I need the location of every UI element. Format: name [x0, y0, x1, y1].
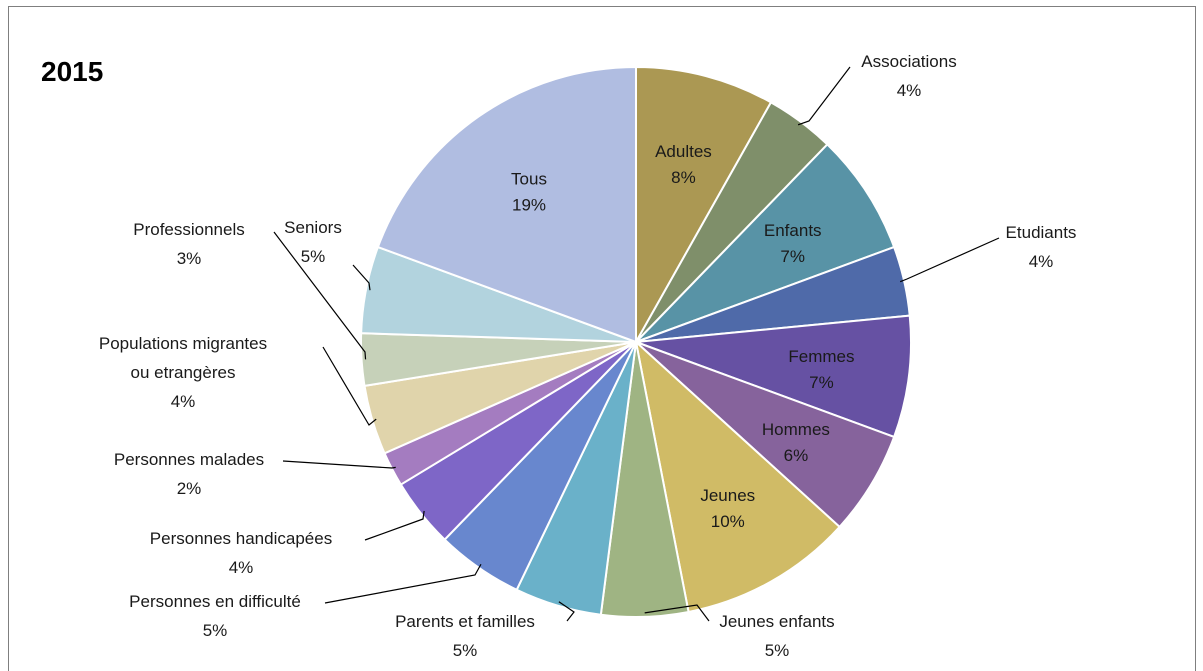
chart-frame: 2015 Adultes 8% Associations 4% Enfants 7% Etu… — [8, 6, 1196, 671]
label-jeunes: Jeunes 10% — [700, 486, 755, 531]
slice-femmes — [635, 314, 912, 439]
label-professionnels: Professionnels 3% — [133, 220, 245, 268]
leader-associations — [797, 66, 851, 126]
label-adultes: Adultes 8% — [655, 142, 712, 187]
slice-labels: Adultes 8% Associations 4% Enfants 7% Etudiant… — [99, 52, 1077, 660]
label-tous: Tous 19% — [511, 170, 547, 215]
pie-chart: 2015 Adultes 8% Associations 4% Enfants 7% Etu… — [41, 52, 1077, 660]
label-populations-migrantes-ou-etrangeres: Populations migrantes ou etrangères 4% — [99, 334, 267, 411]
chart-title: 2015 — [41, 56, 103, 87]
leader-professionnels — [273, 231, 367, 360]
label-seniors: Seniors 5% — [284, 218, 342, 266]
label-personnes-en-difficulte: Personnes en difficulté 5% — [129, 592, 301, 640]
label-enfants: Enfants 7% — [764, 221, 822, 266]
label-hommes: Hommes 6% — [762, 420, 830, 465]
label-associations: Associations 4% — [861, 52, 956, 100]
leader-etudiants — [899, 237, 1000, 283]
label-jeunes-enfants: Jeunes enfants 5% — [719, 612, 834, 660]
leader-populations-migrantes-ou-etrangeres — [322, 346, 377, 426]
slice-adultes — [635, 65, 773, 346]
leader-personnes-handicapees — [364, 510, 425, 541]
slice-tous — [376, 65, 637, 344]
label-femmes: Femmes 7% — [788, 347, 854, 392]
leader-seniors — [352, 264, 371, 291]
leader-parents-et-familles — [558, 601, 575, 622]
label-personnes-handicapees: Personnes handicapées 4% — [150, 529, 332, 577]
slice-enfants — [635, 143, 896, 343]
label-etudiants: Etudiants 4% — [1006, 223, 1077, 271]
label-parents-et-familles: Parents et familles 5% — [395, 612, 535, 660]
leader-personnes-en-difficulte — [324, 563, 482, 604]
leader-lines — [273, 66, 1000, 622]
leader-jeunes-enfants — [644, 604, 710, 622]
leader-personnes-malades — [282, 460, 396, 469]
label-personnes-malades: Personnes malades 2% — [114, 450, 264, 498]
pie-slices — [360, 65, 912, 618]
